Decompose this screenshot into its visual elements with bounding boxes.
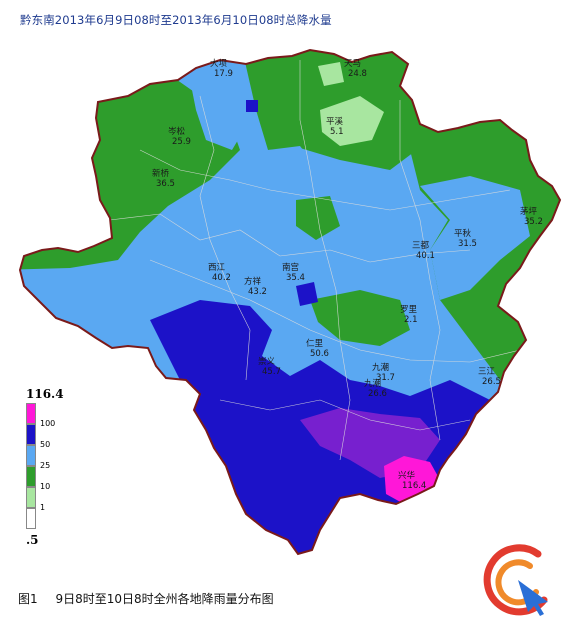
- station-value: 40.1: [416, 251, 435, 261]
- watermark-logo: [483, 544, 548, 616]
- figure-caption: 图1 9日8时至10日8时全州各地降雨量分布图: [18, 590, 274, 607]
- station-value: 17.9: [214, 69, 233, 79]
- station-value: 35.4: [286, 273, 305, 283]
- station-value: 116.4: [402, 481, 426, 491]
- figure-number: 图1: [18, 592, 38, 606]
- zone-lightgreen-north: [320, 96, 384, 146]
- zone-lightgreen-north2: [318, 62, 344, 86]
- zone-blue-north-tongue: [268, 146, 320, 196]
- legend-swatch: [26, 466, 36, 487]
- legend-min: .5: [26, 533, 39, 547]
- legend: 116.4 100 50 25 10 1 .5: [20, 385, 64, 550]
- station-value: 24.8: [348, 69, 367, 79]
- station-name: 三江: [478, 367, 496, 377]
- zone-green-center: [310, 290, 410, 346]
- station-name: 崇义: [258, 357, 276, 367]
- zone-blue-nw: [190, 74, 250, 150]
- figure-caption-text: 9日8时至10日8时全州各地降雨量分布图: [55, 592, 274, 606]
- station-name: 九潮: [372, 362, 389, 373]
- station-name: 罗里: [400, 305, 418, 315]
- station-value: 36.5: [156, 179, 175, 189]
- station-value: 43.2: [248, 287, 267, 297]
- zone-darkblue-center: [296, 282, 318, 306]
- legend-swatch: [26, 403, 36, 424]
- station-value: 2.1: [404, 315, 418, 325]
- station-value: 31.7: [376, 373, 395, 383]
- station-name: 大坝: [210, 58, 228, 69]
- station-name: 九潮: [364, 378, 381, 389]
- legend-swatch: [26, 487, 36, 508]
- legend-max: 116.4: [26, 387, 64, 401]
- region-border: [18, 48, 562, 556]
- legend-label: 100: [40, 419, 56, 428]
- station-value: 26.6: [368, 389, 387, 399]
- legend-label: 50: [40, 440, 51, 449]
- station-name: 方祥: [244, 276, 262, 287]
- station-name: 天马: [344, 59, 361, 69]
- station-value: 5.1: [330, 127, 344, 137]
- station-name: 岑松: [168, 126, 186, 137]
- station-value: 25.9: [172, 137, 191, 147]
- station-name: 茅坪: [520, 206, 538, 217]
- legend-label: 25: [40, 461, 51, 470]
- legend-label: 1: [40, 503, 46, 512]
- station-name: 仁里: [306, 338, 324, 349]
- station-name: 新桥: [152, 168, 170, 179]
- legend-swatch: [26, 445, 36, 466]
- station-value: 40.2: [212, 273, 231, 283]
- station-name: 兴华: [398, 470, 416, 481]
- station-name: 平溪: [326, 116, 344, 127]
- station-value: 26.5: [482, 377, 501, 387]
- station-name: 平秋: [454, 228, 472, 239]
- station-value: 31.5: [458, 239, 477, 249]
- legend-swatch: [26, 424, 36, 445]
- zone-darkblue-nw-spot: [246, 100, 258, 112]
- station-name: 三都: [412, 241, 430, 251]
- zone-blue-east-band: [420, 176, 530, 300]
- legend-label: 10: [40, 482, 51, 491]
- legend-swatch: [26, 508, 36, 529]
- map-title: 黔东南2013年6月9日08时至2013年6月10日08时总降水量: [20, 13, 332, 27]
- station-value: 50.6: [310, 349, 329, 359]
- station-name: 南宫: [282, 262, 299, 273]
- station-value: 35.2: [524, 217, 543, 227]
- station-value: 45.7: [262, 367, 281, 377]
- station-name: 西江: [208, 263, 226, 273]
